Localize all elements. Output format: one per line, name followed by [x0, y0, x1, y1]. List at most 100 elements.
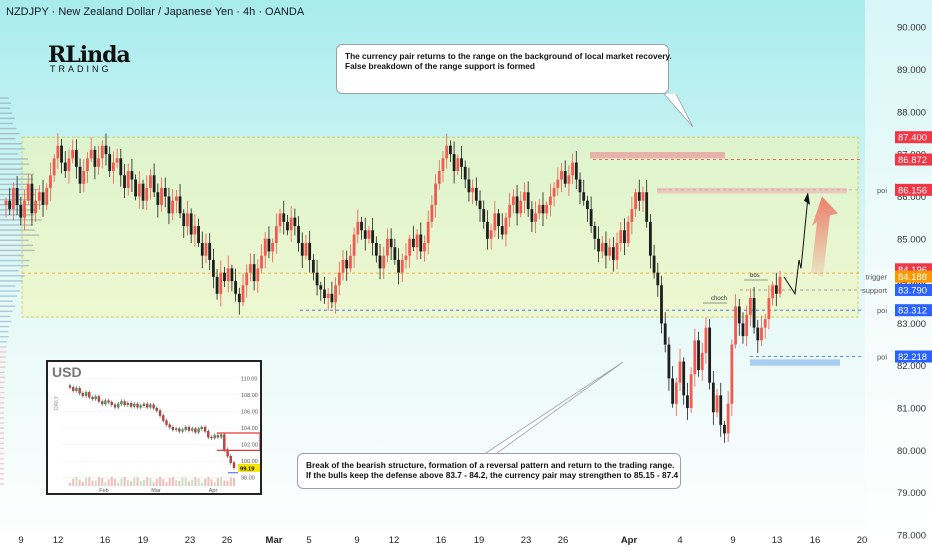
candle-body: [508, 204, 512, 218]
projection-arrowhead: [804, 192, 810, 205]
candle-body: [741, 323, 745, 337]
candle-body: [426, 221, 430, 243]
inset-candle-body: [68, 385, 72, 388]
x-tick-label: 12: [389, 535, 400, 546]
candle-body: [534, 213, 537, 222]
candle-body: [256, 268, 260, 282]
projection-path: [783, 196, 809, 296]
candle-body: [630, 209, 634, 222]
volume-profile-bar: [0, 310, 13, 313]
candle-body: [30, 183, 34, 214]
candle-body: [545, 204, 549, 214]
volume-profile-bar: [0, 351, 7, 353]
candle-body: [182, 213, 186, 227]
volume-profile-bar: [0, 137, 16, 140]
volume-profile-bar: [0, 417, 5, 419]
inset-volume-bar: [159, 477, 162, 486]
brand-logo: RLinda TRADING: [48, 42, 131, 76]
inset-volume-bar: [81, 481, 84, 486]
candle-body: [504, 217, 508, 235]
candle-body: [449, 145, 452, 155]
volume-profile-bar: [0, 386, 5, 389]
inset-candle-body: [72, 387, 75, 391]
x-tick-label: 19: [138, 535, 149, 546]
candle-body: [511, 196, 515, 205]
inset-volume-bar: [136, 477, 139, 486]
callout-bottom-pointer: [485, 361, 624, 454]
candle-body: [337, 272, 341, 286]
candle-body: [560, 171, 563, 180]
candle-body: [556, 179, 560, 188]
inset-candle-body: [197, 428, 200, 433]
candle-body: [274, 226, 278, 243]
candle-body: [474, 187, 478, 201]
volume-profile-bar: [0, 254, 24, 257]
inset-volume-bar: [207, 477, 210, 486]
y-tick-label: 83.000: [897, 319, 926, 330]
candle-body: [163, 187, 167, 197]
volume-profile-bar: [0, 447, 5, 450]
volume-profile-bar: [0, 107, 11, 109]
candle-body: [100, 145, 104, 159]
callout-top-pointer: [663, 93, 694, 128]
inset-candle-body: [178, 428, 181, 432]
inset-volume-bar: [216, 477, 219, 486]
candle-body: [104, 145, 108, 155]
candle-body: [397, 259, 400, 273]
inset-ylabel: DAILY: [54, 395, 60, 410]
candle-body: [408, 238, 412, 256]
inset-candle-body: [165, 420, 168, 425]
level-tag: trigger: [866, 273, 888, 282]
volume-profile-bar: [0, 290, 20, 292]
candle-body: [752, 298, 756, 328]
candle-body: [382, 255, 386, 269]
candle-body: [167, 196, 171, 214]
candle-body: [197, 226, 200, 243]
price-badge: [895, 131, 932, 144]
logo-main-text: RLinda: [48, 42, 131, 68]
candle-body: [530, 209, 534, 222]
candle-body: [89, 149, 93, 159]
price-badge-label: 87.400: [898, 133, 927, 144]
candle-body: [360, 221, 363, 231]
volume-profile-bar: [0, 234, 40, 236]
candle-body: [349, 255, 352, 269]
candle-body: [711, 382, 715, 413]
volume-profile-bar: [0, 478, 5, 480]
x-tick-label: 4: [677, 535, 682, 546]
inset-candle-body: [155, 407, 158, 411]
inset-volume-bar: [101, 477, 104, 486]
candle-body: [778, 276, 782, 294]
inset-volume-bar: [200, 482, 203, 486]
candle-body: [45, 187, 49, 205]
volume-profile-bar: [0, 356, 6, 358]
inset-candle-body: [194, 428, 197, 433]
candle-body: [660, 285, 663, 324]
candle-body: [115, 158, 119, 163]
candle-body: [486, 221, 489, 239]
candle-body: [767, 298, 771, 320]
inset-candle-body: [181, 429, 184, 432]
inset-volume-bar: [88, 477, 91, 486]
bos-label: bos: [750, 273, 760, 279]
inset-volume-bar: [210, 479, 213, 486]
candle-body: [760, 327, 763, 341]
volume-profile-bar: [0, 285, 16, 287]
candle-body: [415, 234, 419, 248]
volume-profile-bar: [0, 264, 29, 267]
inset-y-tick: 110.00: [241, 376, 257, 382]
inset-candle-body: [133, 403, 136, 407]
candle-body: [367, 230, 371, 239]
candle-body: [74, 149, 78, 167]
candle-body: [219, 272, 223, 294]
price-badge: [895, 283, 932, 296]
candle-body: [626, 221, 630, 243]
candle-body: [200, 242, 204, 256]
volume-profile-bar: [0, 452, 5, 455]
inset-volume-bar: [142, 480, 145, 486]
volume-profile-bar: [0, 163, 30, 165]
candle-body: [160, 187, 163, 205]
candle-body: [519, 200, 523, 214]
volume-profile-bar: [0, 305, 16, 307]
